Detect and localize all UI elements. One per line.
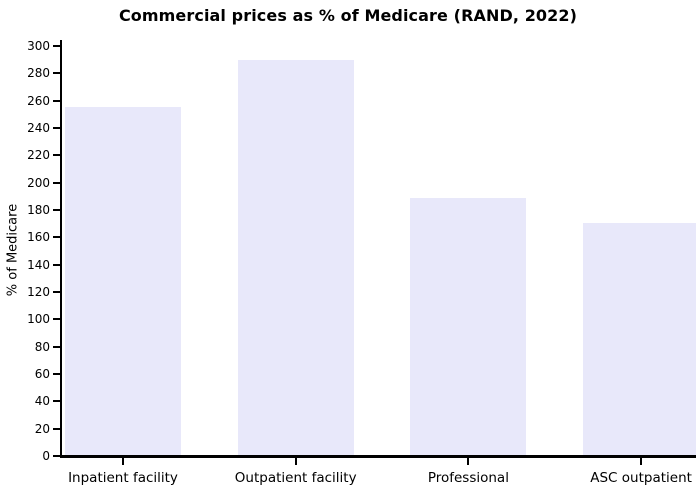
y-tick-mark [53,263,60,266]
y-tick-label: 120 [27,285,50,299]
y-tick-label: 80 [34,339,50,354]
y-axis-line [60,40,62,458]
y-tick-mark [53,455,60,457]
x-tick-mark [640,458,643,465]
x-tick-mark [294,458,297,465]
y-tick-label: 20 [34,421,50,436]
y-tick-mark [53,345,60,348]
x-tick-mark [467,458,470,465]
y-tick-mark [53,72,60,75]
y-tick-mark [53,209,60,211]
y-tick-mark [53,400,60,403]
x-tick-label: Outpatient facility [234,470,357,486]
y-tick-mark [53,45,60,47]
y-tick-label: 160 [27,230,50,245]
chart-title: Commercial prices as % of Medicare (RAND… [118,6,578,25]
x-axis-line [60,455,696,458]
y-tick-mark [53,427,60,430]
y-tick-mark [53,154,60,157]
y-tick-label: 0 [42,449,50,463]
x-tick-label: Professional [427,470,509,486]
y-tick-label: 40 [34,394,50,409]
y-tick-label: 260 [27,93,50,108]
y-tick-mark [53,127,60,129]
y-tick-mark [53,373,60,375]
y-tick-label: 100 [27,312,50,327]
x-tick-mark [122,458,124,465]
y-tick-label: 240 [27,121,50,135]
x-tick-label: Inpatient facility [68,470,178,486]
y-tick-label: 180 [27,203,50,217]
y-tick-label: 200 [27,175,50,190]
y-tick-mark [53,181,60,184]
x-tick-label: ASC outpatient [590,470,692,486]
bar-inpatient-facility [65,106,181,455]
y-tick-label: 60 [34,367,50,381]
y-axis-label: % of Medicare [5,203,21,297]
y-tick-mark [53,236,60,239]
y-tick-mark [53,291,60,293]
y-tick-label: 140 [27,257,50,272]
y-tick-label: 280 [27,66,50,81]
y-tick-mark [53,99,60,102]
bar-professional [410,198,527,455]
bar-outpatient-facility [237,60,354,455]
y-tick-label: 300 [27,39,50,53]
bar-asc-outpatient [583,222,696,455]
y-tick-label: 220 [27,148,50,163]
plot-area [62,46,696,455]
y-tick-mark [53,318,60,321]
